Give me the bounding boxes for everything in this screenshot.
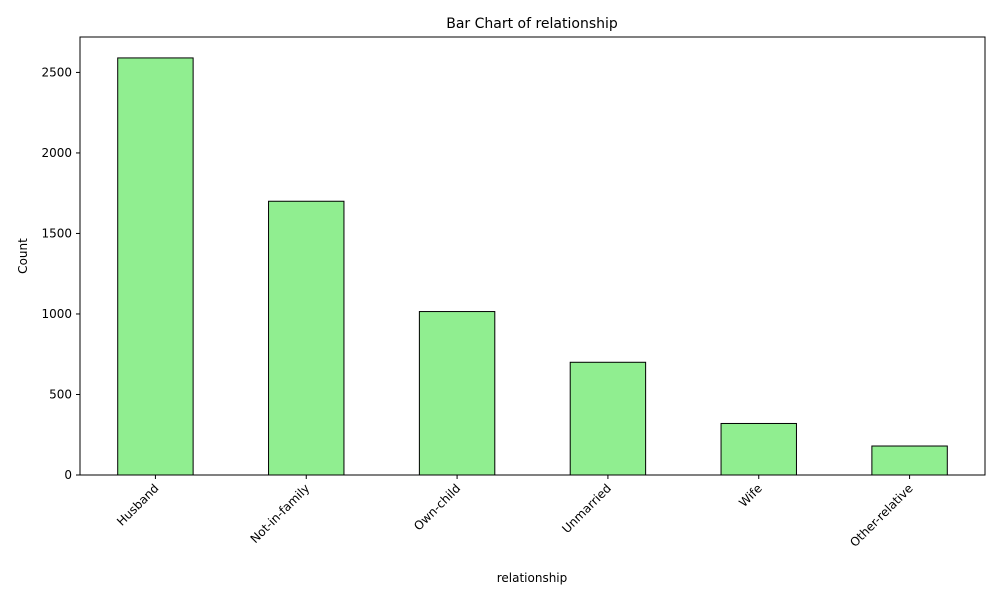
bar [268,200,345,476]
y-tick-label: 2000 [41,146,72,160]
y-tick-label: 2500 [41,65,72,79]
y-tick-label: 1500 [41,226,72,240]
x-tick-label: Wife [736,481,765,510]
x-axis-title: relationship [497,571,568,585]
x-tick-label: Husband [114,481,161,528]
plot-area: 0 500 1000 1500 2000 2500 Husband Not-in-family… [41,36,986,550]
y-tick-label: 500 [49,387,72,401]
chart-title: Bar Chart of relationship [446,16,618,32]
plot-frame [79,36,986,476]
bar [569,361,647,476]
x-tick-label: Own-child [411,481,463,533]
bar [418,311,496,476]
bar [117,57,194,476]
x-tick-label: Unmarried [559,481,614,536]
y-tick-label: 0 [64,468,72,482]
bar [720,422,797,476]
x-tick-label: Other-relative [847,481,916,550]
y-tick-label: 1000 [41,307,72,321]
y-axis-title: Count [16,238,30,274]
x-tick-label: Not-in-family [248,481,313,546]
bar [871,445,948,476]
